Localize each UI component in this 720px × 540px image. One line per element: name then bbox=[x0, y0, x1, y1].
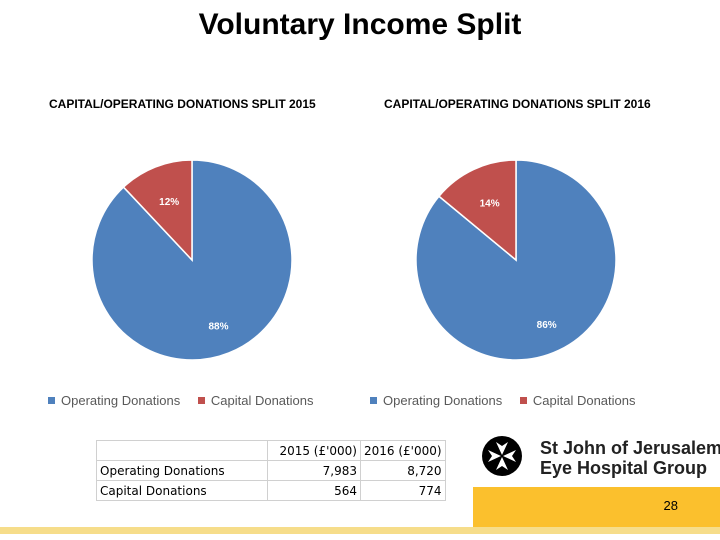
pie-slice-capital-donations bbox=[437, 159, 517, 262]
table-header-cell bbox=[96, 440, 268, 461]
pie-data-label: 86% bbox=[537, 320, 557, 331]
legend-2015: Operating Donations Capital Donations bbox=[48, 392, 328, 408]
chart-title-2015: CAPITAL/OPERATING DONATIONS SPLIT 2015 bbox=[49, 97, 316, 111]
logo-text: St John of Jerusalem Eye Hospital Group bbox=[540, 438, 720, 478]
pie-chart-2015: 88% 12% bbox=[91, 159, 293, 361]
page-number: 28 bbox=[663, 498, 678, 513]
legend-2016: Operating Donations Capital Donations bbox=[370, 392, 650, 408]
table-cell: Operating Donations bbox=[96, 460, 268, 481]
maltese-cross-icon bbox=[482, 436, 522, 476]
logo-line-1: St John of Jerusalem bbox=[540, 438, 720, 458]
table-cell: 7,983 bbox=[267, 460, 361, 481]
organization-logo: St John of Jerusalem Eye Hospital Group bbox=[482, 436, 720, 482]
legend-swatch-capital bbox=[519, 397, 527, 404]
footer-bar bbox=[0, 527, 720, 534]
pie-chart-2016: 86% 14% bbox=[415, 159, 617, 361]
table-cell: 8,720 bbox=[360, 460, 446, 481]
logo-line-2: Eye Hospital Group bbox=[540, 458, 708, 478]
pie-data-label: 14% bbox=[480, 199, 500, 210]
table-cell: 774 bbox=[360, 480, 446, 501]
table-row: Capital Donations 564 774 bbox=[96, 480, 446, 501]
chart-title-2016: CAPITAL/OPERATING DONATIONS SPLIT 2016 bbox=[384, 97, 651, 111]
legend-swatch-operating bbox=[370, 397, 377, 404]
pie-slice-capital-donations bbox=[122, 159, 193, 262]
table-header-cell: 2016 (£'000) bbox=[360, 440, 446, 461]
table-cell: Capital Donations bbox=[96, 480, 268, 501]
legend-label: Capital Donations bbox=[532, 393, 636, 408]
legend-label: Operating Donations bbox=[61, 393, 181, 408]
legend-label: Operating Donations bbox=[383, 393, 503, 408]
legend-item-capital: Capital Donations bbox=[197, 393, 314, 408]
legend-swatch-capital bbox=[197, 397, 205, 404]
table-row: Operating Donations 7,983 8,720 bbox=[96, 460, 446, 481]
legend-item-capital: Capital Donations bbox=[519, 393, 636, 408]
page-number-box: 28 bbox=[473, 487, 720, 527]
legend-swatch-operating bbox=[48, 397, 55, 404]
legend-label: Capital Donations bbox=[210, 393, 314, 408]
table-cell: 564 bbox=[267, 480, 361, 501]
pie-data-label: 88% bbox=[208, 322, 228, 333]
donations-table: 2015 (£'000) 2016 (£'000) Operating Dona… bbox=[96, 440, 446, 501]
table-header-row: 2015 (£'000) 2016 (£'000) bbox=[96, 440, 446, 461]
slide-title: Voluntary Income Split bbox=[198, 8, 522, 41]
pie-data-label: 12% bbox=[159, 197, 179, 208]
legend-item-operating: Operating Donations bbox=[370, 393, 502, 408]
legend-item-operating: Operating Donations bbox=[48, 393, 180, 408]
table-header-cell: 2015 (£'000) bbox=[267, 440, 361, 461]
